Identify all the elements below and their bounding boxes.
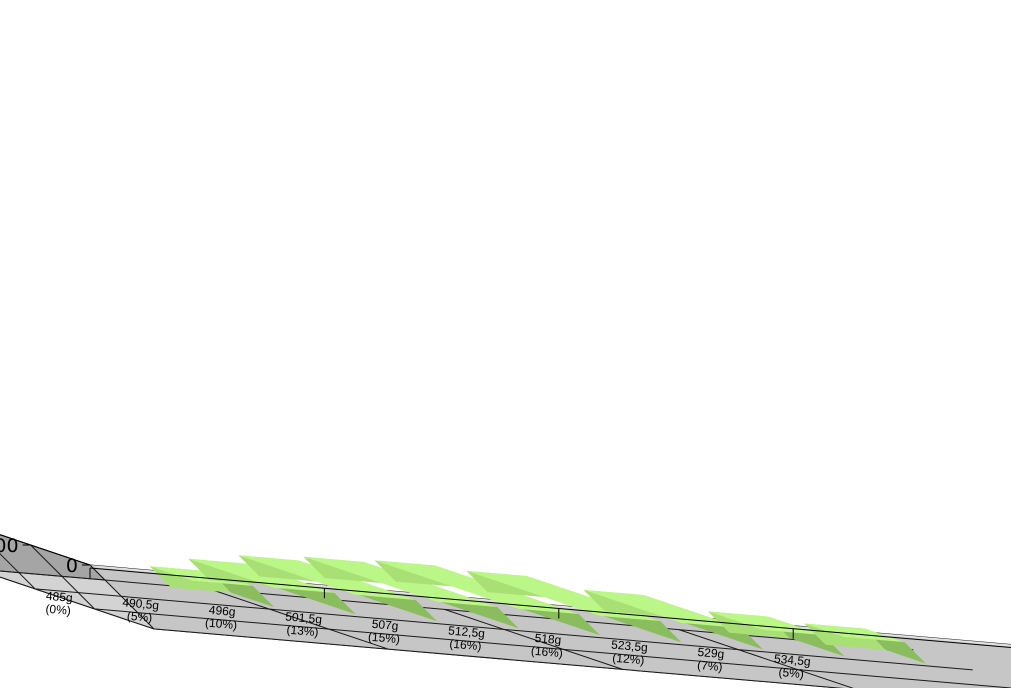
gridline-horizontal [0,570,914,651]
x-category-value: 512,5g [448,623,486,640]
chart-gridlines [0,544,1011,688]
x-category-label: 534,5g(5%) [772,652,811,682]
gridline-vertical [678,629,854,688]
x-category-label: 501,5g(13%) [284,609,323,639]
x-category-label: 485g(0%) [44,589,73,618]
x-category-label: 496g(10%) [205,603,239,633]
bar [583,589,763,650]
x-category-percent: (5%) [778,665,804,681]
bar-front [583,589,742,629]
x-category-percent: (16%) [449,637,482,654]
gridline-horizontal [30,544,1011,688]
bar-front [374,560,579,615]
x-category-value: 507g [371,617,399,633]
bar [804,623,926,664]
x-category-label: 529g(7%) [696,645,725,674]
x-category-percent: (0%) [45,602,71,618]
y-tick-label: 2000 [0,535,19,557]
bar-front [804,623,905,643]
gridline-vertical [444,608,623,670]
x-category-label: 512,5g(16%) [447,623,486,653]
x-category-percent: (5%) [126,609,152,625]
x-category-value: 518g [534,631,562,647]
x-category-percent: (15%) [367,630,400,647]
x-category-percent: (16%) [530,644,563,661]
x-category-value: 490,5g [122,595,160,612]
y-axis: 0200040006000 [0,534,91,577]
x-category-percent: (13%) [286,623,319,640]
x-category-label: 490,5g(5%) [121,595,160,625]
x-category-label: 507g(15%) [367,617,401,647]
x-axis: 485g(0%) 490,5g(5%) 496g(10%) 501,5g(13%) 50… [44,567,1011,682]
x-category-label: 523,5g(12%) [609,638,648,668]
x-category-label: 518g(16%) [530,631,564,661]
x-category-value: 529g [697,645,725,661]
y-axis-line [0,534,91,566]
x-category-value: 485g [45,589,73,605]
x-category-value: 534,5g [773,652,811,669]
x-category-percent: (7%) [697,658,723,674]
x-category-percent: (10%) [205,615,238,632]
gridline-vertical [209,588,389,650]
x-category-value: 496g [208,603,236,619]
x-category-value: 523,5g [611,638,649,655]
x-category-percent: (12%) [612,651,645,668]
gridline-horizontal [0,553,973,671]
y-tick-label: 0 [66,555,78,577]
x-category-value: 501,5g [285,609,323,626]
